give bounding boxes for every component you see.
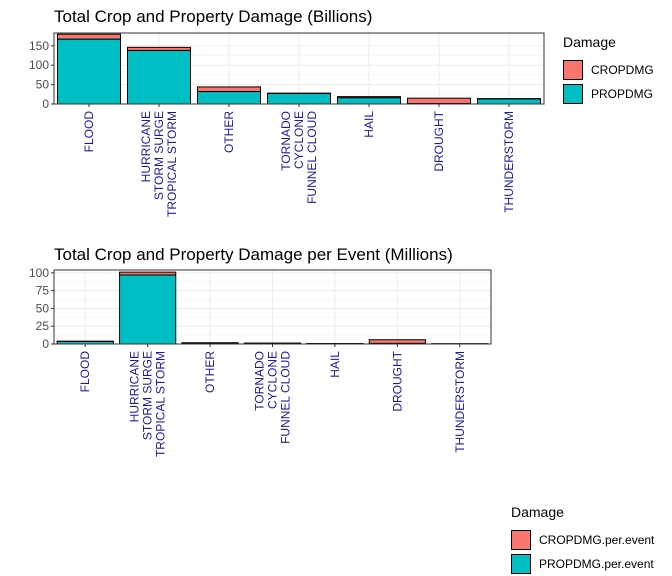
x-tick-label-line: DROUGHT (432, 110, 446, 171)
bar-segment-prop (128, 50, 191, 104)
x-tick-label-line: FUNNEL CLOUD (279, 351, 293, 444)
x-tick-label: HURRICANESTORM SURGETROPICAL STORM (128, 351, 168, 457)
legend-item-propdmg: PROPDMG (563, 82, 654, 106)
x-tick-label-line: THUNDERSTORM (453, 351, 467, 453)
legend-label: CROPDMG.per.event (539, 533, 654, 547)
x-tick-label-line: TORNADO (253, 351, 267, 411)
x-tick-label-line: FLOOD (82, 111, 96, 153)
x-tick-label-line: STORM SURGE (152, 111, 166, 200)
bar-segment-crop (408, 98, 471, 103)
x-tick-label: THUNDERSTORM (502, 111, 516, 213)
x-tick-label: TORNADOCYCLONEFUNNEL CLOUD (253, 351, 293, 444)
chart-damage-per-event: Total Crop and Property Damage per Event… (0, 232, 672, 464)
legend-item-cropdmg-per-event: CROPDMG.per.event (511, 528, 654, 552)
x-tick-label: DROUGHT (390, 350, 404, 411)
legend-title: Damage (511, 504, 654, 520)
y-tick-label: 75 (36, 284, 50, 298)
bar-segment-prop (58, 39, 121, 104)
x-tick-label: TORNADOCYCLONEFUNNEL CLOUD (279, 111, 319, 204)
x-tick-label-line: HURRICANE (128, 351, 142, 422)
y-tick-label: 0 (42, 337, 49, 351)
y-tick-label: 50 (36, 301, 50, 315)
y-tick-label: 25 (36, 319, 50, 333)
x-tick-label-line: CYCLONE (266, 351, 280, 409)
y-tick-label: 100 (29, 58, 49, 72)
legend-title: Damage (563, 34, 654, 50)
chart-plot: 0 25 50 75 100 FLOOD HURRICANESTORM SURGETROPI… (0, 232, 672, 464)
x-tick-label: OTHER (203, 351, 217, 393)
legend-label: CROPDMG (591, 63, 654, 77)
chart-legend: Damage CROPDMG PROPDMG (563, 34, 654, 106)
x-tick-label-line: FUNNEL CLOUD (305, 111, 319, 204)
x-tick-label-line: FLOOD (78, 351, 92, 393)
x-tick-label-line: DROUGHT (390, 350, 404, 411)
bar-segment-prop (268, 94, 331, 104)
x-tick-label-line: OTHER (222, 111, 236, 153)
bar-segment-crop (369, 340, 425, 344)
legend-item-cropdmg: CROPDMG (563, 58, 654, 82)
y-tick-label: 0 (42, 97, 49, 111)
x-tick-label-line: THUNDERSTORM (502, 111, 516, 213)
y-tick-label: 150 (29, 39, 49, 53)
x-tick-label: HAIL (362, 111, 376, 138)
legend-key-crop (563, 60, 583, 80)
x-tick-label-line: CYCLONE (292, 111, 306, 169)
x-tick-label-line: HAIL (328, 351, 342, 378)
x-tick-label: THUNDERSTORM (453, 351, 467, 453)
x-tick-label-line: HAIL (362, 111, 376, 138)
legend-label: PROPDMG.per.event (539, 557, 654, 571)
x-tick-label: DROUGHT (432, 110, 446, 171)
legend-key-prop (563, 84, 583, 104)
x-tick-label-line: HURRICANE (139, 111, 153, 182)
bar-segment-prop (338, 98, 401, 104)
bar-segment-prop (120, 275, 176, 344)
legend-key-crop (511, 530, 531, 550)
x-tick-label-line: STORM SURGE (141, 351, 155, 440)
y-tick-label: 100 (29, 266, 49, 280)
bar-segment-crop (198, 87, 261, 92)
y-tick-label: 50 (36, 78, 50, 92)
legend-key-prop (511, 554, 531, 574)
bar-segment-prop (198, 92, 261, 104)
chart-total-damage: Total Crop and Property Damage (Billions… (0, 0, 672, 232)
x-tick-label: OTHER (222, 111, 236, 153)
x-tick-label-line: TORNADO (279, 111, 293, 171)
x-tick-label-line: TROPICAL STORM (154, 351, 168, 457)
chart-legend: Damage CROPDMG.per.event PROPDMG.per.eve… (511, 504, 654, 576)
x-tick-label-line: OTHER (203, 351, 217, 393)
x-tick-label: HURRICANESTORM SURGETROPICAL STORM (139, 111, 179, 217)
x-tick-label: HAIL (328, 351, 342, 378)
legend-item-propdmg-per-event: PROPDMG.per.event (511, 552, 654, 576)
bar-segment-prop (478, 99, 541, 104)
bar-segment-crop (58, 34, 121, 39)
x-tick-label: FLOOD (78, 351, 92, 393)
x-tick-label-line: TROPICAL STORM (165, 111, 179, 217)
legend-label: PROPDMG (591, 87, 653, 101)
x-tick-label: FLOOD (82, 111, 96, 153)
